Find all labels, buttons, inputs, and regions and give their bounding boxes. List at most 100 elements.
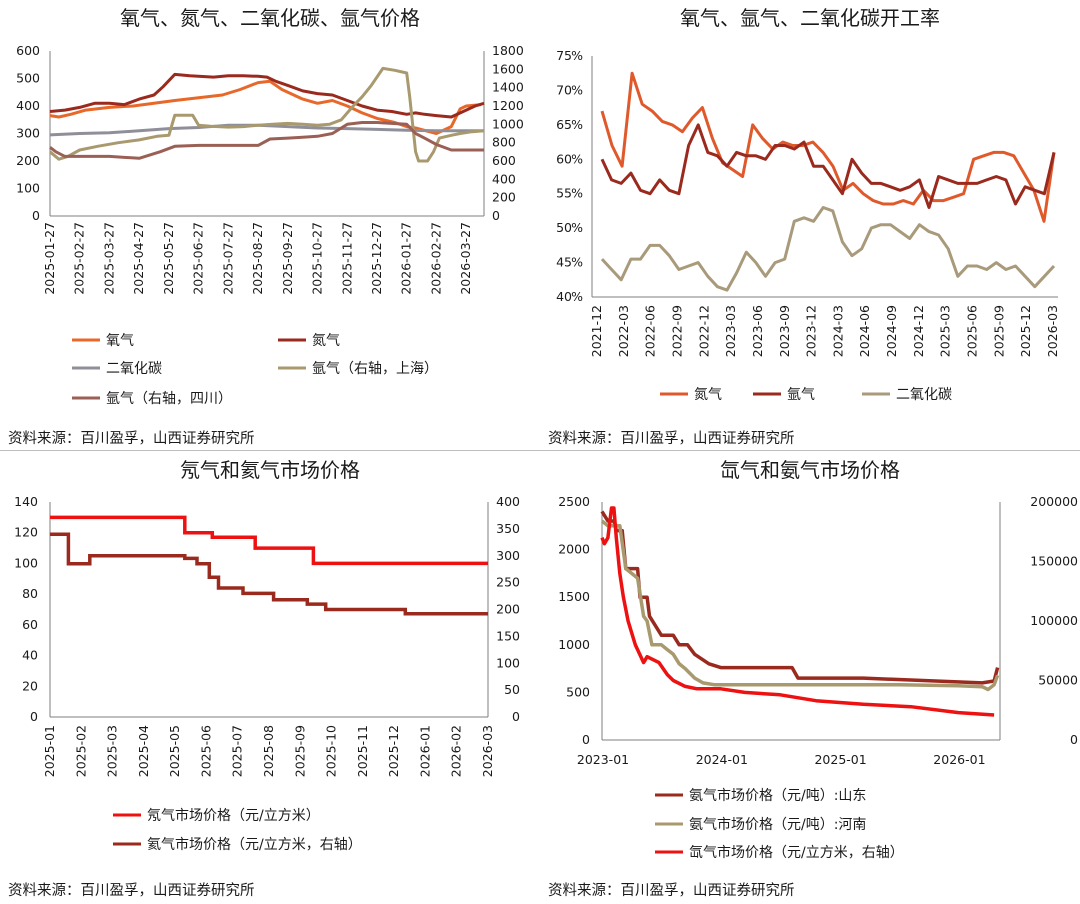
x-tick-label: 2022-06 — [643, 305, 658, 357]
y-tick-label-right: 0 — [492, 208, 500, 223]
x-tick-label: 2026-03-27 — [458, 222, 473, 295]
x-tick-label: 2025-12 — [386, 725, 401, 777]
chart-panel-gas-prices: 氧气、氮气、二氧化碳、氩气价格 资料来源：百川盈孚，山西证券研究所 0 100 200 3… — [0, 0, 540, 452]
y-tick-label-left: 100 — [16, 181, 40, 196]
y-tick-label-right: 250 — [496, 575, 520, 590]
legend-label: 氨气市场价格（元/吨）:山东 — [689, 787, 866, 804]
y-tick-label-left: 60 — [22, 617, 38, 632]
y-tick-label-left: 120 — [14, 525, 38, 540]
y-tick-unit: % — [571, 48, 583, 63]
legend-label: 氖气市场价格（元/立方米） — [147, 807, 320, 824]
series-line-2 — [49, 123, 484, 137]
x-tick-label: 2025-08 — [261, 725, 276, 777]
x-tick-label: 2021-12 — [589, 305, 604, 357]
y-tick-label-right: 200 — [492, 190, 516, 205]
y-tick-unit: % — [571, 151, 583, 166]
y-tick-label-right: 50 — [504, 682, 520, 697]
y-tick-label-left: 500 — [16, 71, 40, 86]
y-tick-label-left: 1500 — [558, 589, 590, 604]
y-tick-label-left: 140 — [14, 494, 38, 509]
y-tick-label-right: 400 — [492, 171, 516, 186]
legend-label: 氩气 — [787, 387, 815, 403]
x-tick-label: 2025-03 — [105, 725, 120, 777]
x-tick-label: 2025-06-27 — [191, 222, 206, 295]
chart-panel-operating-rate: 氧气、氩气、二氧化碳开工率 资料来源：百川盈孚，山西证券研究所 40 45 50 55 60… — [540, 0, 1080, 452]
x-tick-label: 2025-09 — [991, 305, 1006, 357]
source-note: 资料来源：百川盈孚，山西证券研究所 — [8, 882, 255, 899]
series-line-2 — [600, 506, 995, 717]
series-line-1 — [600, 123, 1056, 209]
y-tick-label: 75 — [556, 48, 572, 63]
y-tick-label: 45 — [556, 255, 572, 270]
legend-label: 氩气（右轴，上海） — [312, 361, 438, 377]
y-tick-label-right: 300 — [496, 548, 520, 563]
y-tick-label-left: 300 — [16, 126, 40, 141]
x-tick-label: 2026-03 — [480, 725, 495, 777]
y-tick-label-right: 1600 — [492, 61, 524, 76]
x-tick-label: 2023-03 — [723, 305, 738, 357]
y-tick-label-left: 200 — [16, 153, 40, 168]
chart-title: 氖气和氦气市场价格 — [180, 458, 360, 482]
source-note: 资料来源：百川盈孚，山西证券研究所 — [548, 882, 795, 899]
x-tick-label: 2026-01-27 — [399, 222, 414, 295]
series-line-1 — [50, 532, 488, 616]
y-tick-label-right: 600 — [492, 153, 516, 168]
y-tick-label-left: 80 — [22, 586, 38, 601]
x-tick-label: 2024-01 — [696, 752, 748, 767]
legend-label: 氮气 — [694, 387, 722, 403]
y-tick-label-right: 0 — [1070, 732, 1078, 747]
y-tick-label-right: 100 — [496, 655, 520, 670]
y-tick-label: 70 — [556, 82, 572, 97]
x-tick-label: 2025-05 — [167, 725, 182, 777]
x-tick-label: 2025-08-27 — [250, 222, 265, 295]
y-tick-unit: % — [571, 117, 583, 132]
y-tick-label-left: 0 — [32, 208, 40, 223]
y-tick-label: 60 — [556, 151, 572, 166]
y-tick-label-left: 0 — [582, 732, 590, 747]
y-tick-label-left: 400 — [16, 98, 40, 113]
x-tick-label: 2025-03-27 — [101, 222, 116, 295]
chart-title: 氙气和氨气市场价格 — [720, 458, 900, 482]
chart-title: 氧气、氩气、二氧化碳开工率 — [680, 6, 940, 30]
y-tick-label-right: 1200 — [492, 98, 524, 113]
y-tick-label: 65 — [556, 117, 572, 132]
y-tick-label-left: 100 — [14, 555, 38, 570]
series-line-0 — [50, 515, 488, 566]
y-tick-label-left: 40 — [22, 648, 38, 663]
x-tick-label: 2025-07-27 — [220, 222, 235, 295]
legend-label: 氧气 — [106, 333, 134, 349]
y-tick-unit: % — [571, 186, 583, 201]
x-tick-label: 2025-09 — [292, 725, 307, 777]
y-tick-label-right: 200 — [496, 602, 520, 617]
y-tick-label-right: 400 — [496, 494, 520, 509]
x-tick-label: 2023-12 — [804, 305, 819, 357]
y-tick-label-right: 150 — [496, 628, 520, 643]
y-tick-label-right: 0 — [512, 709, 520, 724]
y-tick-unit: % — [571, 220, 583, 235]
x-tick-label: 2022-09 — [669, 305, 684, 357]
chart-panel-neon-helium: 氖气和氦气市场价格 资料来源：百川盈孚，山西证券研究所 0 20 40 60 80 100 12… — [0, 452, 540, 904]
y-tick-label-right: 1400 — [492, 80, 524, 95]
y-tick-label-right: 100000 — [1030, 613, 1078, 628]
source-note: 资料来源：百川盈孚，山西证券研究所 — [548, 430, 795, 447]
legend-label: 氙气市场价格（元/立方米，右轴） — [689, 844, 904, 861]
series-line-1 — [49, 72, 485, 119]
x-tick-label: 2025-01-27 — [42, 222, 57, 295]
y-tick-label: 50 — [556, 220, 572, 235]
chart-panel-xenon-ammonia: 氙气和氨气市场价格 资料来源：百川盈孚，山西证券研究所 0 500 1000 1500 20… — [540, 452, 1080, 904]
x-tick-label: 2026-02-27 — [428, 222, 443, 295]
x-tick-label: 2025-12-27 — [369, 222, 384, 295]
y-tick-label: 40 — [556, 289, 572, 304]
y-tick-label-right: 200000 — [1030, 494, 1078, 509]
x-tick-label: 2025-12 — [1018, 305, 1033, 357]
x-tick-label: 2025-11-27 — [339, 222, 354, 295]
chart-title: 氧气、氮气、二氧化碳、氩气价格 — [120, 6, 420, 30]
x-tick-label: 2023-01 — [577, 752, 629, 767]
y-tick-label-right: 1800 — [492, 43, 524, 58]
series-line-3 — [49, 66, 485, 163]
series-line-0 — [600, 510, 1000, 685]
legend-label: 氦气市场价格（元/立方米，右轴） — [147, 836, 362, 853]
y-tick-label-left: 1000 — [558, 637, 590, 652]
